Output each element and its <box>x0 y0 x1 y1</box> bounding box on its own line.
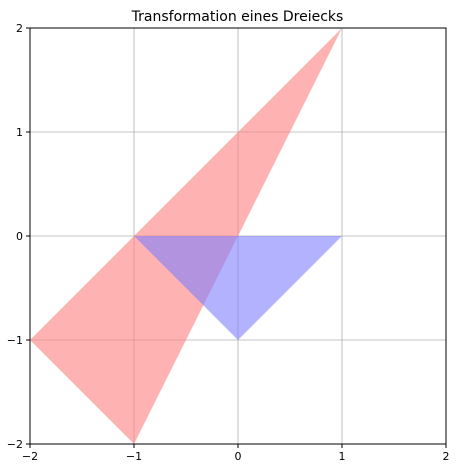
x-tick-label: −2 <box>22 450 38 463</box>
y-tick-label: 0 <box>16 230 23 243</box>
x-tick-label: 2 <box>443 450 450 463</box>
x-tick-label: 0 <box>235 450 242 463</box>
x-tick-label: 1 <box>339 450 346 463</box>
y-tick-label: 2 <box>16 22 23 35</box>
triangle-2 <box>134 236 342 340</box>
y-tick-label: −2 <box>7 438 23 451</box>
y-tick-label: −1 <box>7 334 23 347</box>
ticks: −2 −1 0 1 2 −2 −1 0 1 2 <box>7 22 450 463</box>
series-layer <box>30 28 342 444</box>
y-tick-label: 1 <box>16 126 23 139</box>
chart-title: Transformation eines Dreiecks <box>131 9 344 25</box>
x-tick-label: −1 <box>126 450 142 463</box>
